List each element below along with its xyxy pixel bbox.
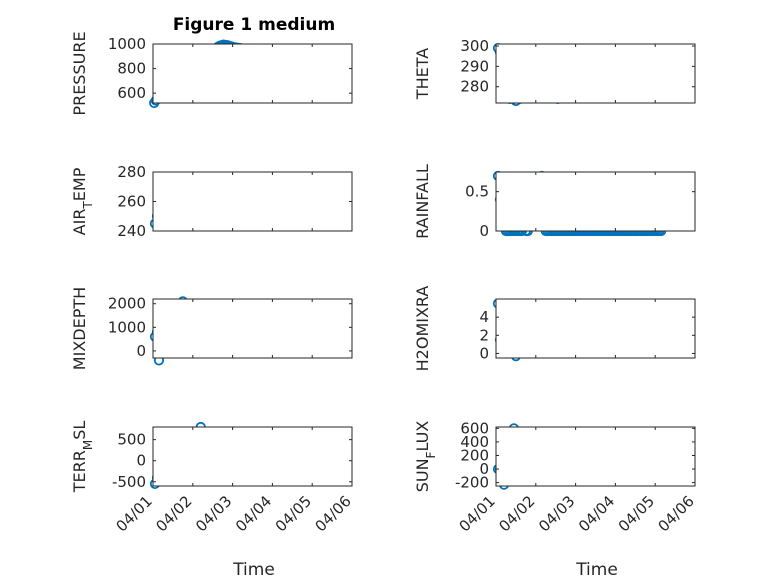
y-tick-label: 2 [479,326,489,344]
subplot-air-temp: 240 260 280 AIRTEMP [70,163,353,240]
y-tick-label: 1000 [108,318,146,336]
y-tick-label: 0 [479,460,489,478]
y-tick-label: 260 [117,193,146,211]
axes-box [152,43,353,104]
axes-box [152,426,353,487]
axes-box [495,171,696,232]
y-axis-label: AIRTEMP [70,167,95,235]
axes-box [152,298,353,359]
y-tick-label: 0 [136,342,146,360]
axes-box [495,426,696,487]
y-axis-label: THETA [413,48,432,100]
y-tick-label: 2000 [108,295,146,313]
subplot-rainfall: 0 0.5 RAINFALL [413,164,696,240]
y-tick-label: 0 [479,344,489,362]
y-tick-label: 600 [460,419,489,437]
y-tick-label: 0 [136,452,146,470]
y-axis-label: PRESSURE [70,31,89,115]
subplot-mixdepth: 0 1000 2000 MIXDEPTH [70,287,353,370]
y-tick-label: 600 [117,84,146,102]
y-tick-label: 800 [117,60,146,78]
y-tick-label: 300 [460,37,489,55]
y-tick-label: -200 [455,474,489,492]
y-tick-label: 280 [460,78,489,96]
y-tick-label: 1000 [108,35,146,53]
y-axis-label: MIXDEPTH [70,287,89,370]
y-axis-label: H2OMIXRA [413,286,432,372]
x-axis-label-right: Time [575,560,618,580]
y-tick-label: 290 [460,57,489,75]
y-tick-label: 200 [460,446,489,464]
subplot-h2omixra: 024 H2OMIXRA [413,286,696,372]
y-tick-label: 4 [479,308,489,326]
figure-title: Figure 1 medium [173,15,335,35]
y-tick-label: 400 [460,433,489,451]
y-axis-label: RAINFALL [413,164,432,239]
subplot-pressure: 600 800 1000 PRESSURE [70,31,353,116]
y-tick-label: 280 [117,163,146,181]
y-tick-label: 0.5 [465,183,489,201]
y-tick-label: 500 [117,431,146,449]
axes-box [495,298,696,359]
axes-box [152,171,353,232]
y-tick-label: 240 [117,222,146,240]
y-tick-label: 0 [479,222,489,240]
y-tick-label: -500 [112,473,146,491]
axes-box [495,43,696,104]
y-axis-label: SUNFLUX [413,421,438,493]
y-axis-label: TERRMSL [70,421,95,494]
x-axis-label-left: Time [232,560,275,580]
subplot-terr-msl: -500050004/0104/0204/0304/0404/0504/06TE… [70,421,355,536]
subplot-theta: 280 290 300 THETA [413,37,696,107]
